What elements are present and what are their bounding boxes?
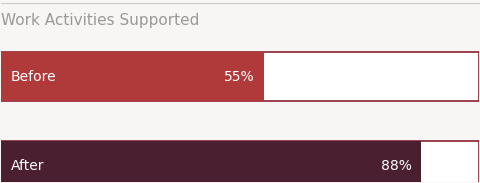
Text: After: After xyxy=(11,159,45,173)
FancyBboxPatch shape xyxy=(1,141,479,183)
Text: 88%: 88% xyxy=(381,159,412,173)
Text: Work Activities Supported: Work Activities Supported xyxy=(1,13,200,28)
FancyBboxPatch shape xyxy=(1,141,421,183)
FancyBboxPatch shape xyxy=(1,53,479,101)
FancyBboxPatch shape xyxy=(1,53,264,101)
Text: Before: Before xyxy=(11,70,57,84)
Text: 55%: 55% xyxy=(224,70,254,84)
